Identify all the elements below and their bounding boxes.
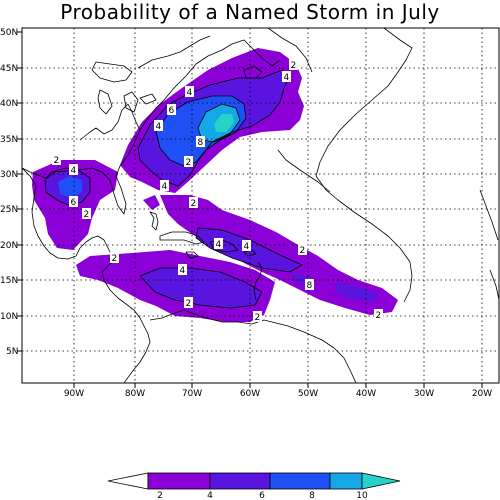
legend-swatch-above-10 (361, 472, 401, 490)
svg-text:2: 2 (186, 158, 192, 168)
lat-label-35n: 35N (0, 135, 18, 145)
contour-label: 4 (185, 86, 194, 98)
legend-swatch-8-10 (329, 472, 363, 490)
contour-label: 2 (253, 311, 262, 323)
legend-swatch-2-4 (147, 472, 211, 490)
contour-label: 4 (69, 164, 78, 176)
lat-label-30n: 30N (0, 170, 18, 180)
contour-label: 4 (178, 264, 187, 276)
lat-label-20n: 20N (0, 241, 18, 251)
lat-label-40n: 40N (0, 99, 18, 109)
svg-text:2: 2 (376, 311, 382, 321)
svg-text:2: 2 (84, 210, 90, 220)
contour-label: 4 (154, 120, 163, 132)
legend-tick-10: 10 (356, 491, 368, 500)
legend-tick-8: 8 (309, 491, 315, 500)
legend-tick-6: 6 (259, 491, 265, 500)
contour-label: 2 (82, 208, 91, 220)
contour-label: 4 (242, 240, 251, 252)
axis-ticks (17, 31, 483, 388)
svg-text:8: 8 (307, 281, 313, 291)
svg-text:4: 4 (187, 88, 193, 98)
svg-text:2: 2 (191, 199, 197, 209)
contour-label: 2 (52, 154, 61, 166)
lat-label-50n: 50N (0, 28, 18, 38)
svg-text:2: 2 (112, 254, 118, 264)
contour-label: 4 (214, 238, 223, 250)
lon-label-40w: 40W (356, 389, 376, 399)
lat-label-15n: 15N (0, 276, 18, 286)
svg-text:2: 2 (300, 246, 306, 256)
legend-swatch-below-2 (107, 472, 149, 490)
lon-label-60w: 60W (240, 389, 260, 399)
contour-label: 2 (184, 156, 193, 168)
legend-tick-4: 4 (207, 491, 213, 500)
probability-10-plus-region (214, 114, 234, 132)
contour-label: 6 (167, 104, 176, 116)
svg-text:4: 4 (284, 73, 290, 83)
lon-label-90w: 90W (64, 389, 84, 399)
svg-text:2: 2 (54, 156, 60, 166)
svg-text:4: 4 (162, 182, 168, 192)
legend-tick-2: 2 (157, 491, 163, 500)
legend-colorbar: 2 4 6 8 10 (107, 472, 401, 500)
svg-text:2: 2 (186, 299, 192, 309)
svg-text:2: 2 (255, 313, 261, 323)
contour-label: 2 (374, 309, 383, 321)
contour-label: 6 (69, 196, 78, 208)
svg-text:6: 6 (169, 106, 175, 116)
contour-label: 8 (305, 279, 314, 291)
map-frame (21, 27, 500, 384)
svg-text:4: 4 (156, 122, 162, 132)
contour-label: 4 (282, 71, 291, 83)
lon-label-50w: 50W (298, 389, 318, 399)
legend-swatch-4-6 (209, 472, 271, 490)
latitude-labels: 50N 45N 40N 35N 30N 25N 20N 15N 10N 5N (0, 28, 18, 357)
svg-text:4: 4 (216, 240, 222, 250)
svg-text:2: 2 (291, 61, 297, 71)
contour-label: 2 (289, 59, 298, 71)
lat-label-25n: 25N (0, 205, 18, 215)
svg-text:4: 4 (244, 242, 250, 252)
contour-label: 8 (196, 136, 205, 148)
lat-label-10n: 10N (0, 312, 18, 322)
svg-text:4: 4 (71, 166, 77, 176)
lon-label-70w: 70W (182, 389, 202, 399)
contour-label: 4 (160, 180, 169, 192)
lon-label-80w: 80W (125, 389, 145, 399)
map-title: Probability of a Named Storm in July (60, 0, 440, 24)
contour-label: 2 (110, 252, 119, 264)
contour-value-labels: 2 2 2 2 2 2 2 2 2 2 4 4 4 4 4 4 4 4 6 6 … (52, 59, 383, 323)
contour-label: 2 (189, 197, 198, 209)
probability-shading (32, 48, 398, 322)
lon-label-20w: 20W (472, 389, 492, 399)
lat-label-45n: 45N (0, 64, 18, 74)
svg-text:8: 8 (198, 138, 204, 148)
contour-label: 2 (298, 244, 307, 256)
longitude-labels: 90W 80W 70W 60W 50W 40W 30W 20W (64, 389, 492, 399)
legend-swatch-6-8 (269, 472, 331, 490)
svg-text:6: 6 (71, 198, 77, 208)
lat-label-5n: 5N (6, 347, 18, 357)
lon-label-30w: 30W (414, 389, 434, 399)
svg-text:4: 4 (180, 266, 186, 276)
contour-label: 2 (184, 297, 193, 309)
